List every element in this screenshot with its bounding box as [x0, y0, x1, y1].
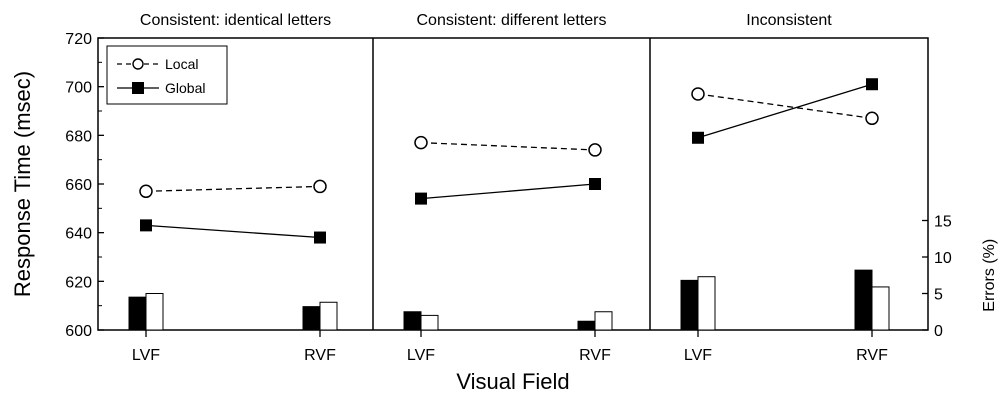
y-tick-label: 620 — [65, 274, 92, 291]
error-bar-global — [577, 320, 596, 331]
local-point — [865, 111, 879, 126]
x-axis-title: Visual Field — [456, 369, 569, 394]
legend-global-label: Global — [165, 80, 205, 96]
global-point — [140, 219, 152, 232]
global-series-line — [697, 83, 873, 139]
panel-title: Consistent: identical letters — [140, 12, 331, 29]
panel-title: Inconsistent — [746, 12, 832, 29]
local-point — [139, 184, 153, 199]
global-series-line — [145, 224, 321, 239]
error-bar-local — [145, 293, 164, 331]
x-tick-label: RVF — [856, 347, 888, 364]
error-bar-local — [697, 276, 716, 331]
y-tick-label: 600 — [65, 323, 92, 340]
x-tick-label: LVF — [407, 347, 435, 364]
y-tick-label: 680 — [65, 128, 92, 145]
y-tick-label: 720 — [65, 31, 92, 48]
local-point — [313, 179, 327, 194]
legend-box — [106, 45, 228, 105]
global-point — [589, 178, 601, 190]
y2-axis-title: Errors (%) — [981, 239, 998, 312]
legend-local-label: Local — [165, 56, 198, 72]
y2-tick-label: 15 — [934, 214, 952, 231]
global-point — [692, 131, 704, 144]
y2-tick-label: 0 — [934, 323, 943, 340]
error-bar-global — [403, 311, 422, 331]
error-bar-global — [302, 306, 321, 331]
x-tick-label: RVF — [304, 347, 336, 364]
error-bar-local — [871, 286, 890, 331]
global-point — [415, 192, 427, 205]
legend-global-marker — [132, 82, 144, 94]
local-point — [691, 87, 705, 101]
x-tick-label: LVF — [684, 347, 712, 364]
y-axis-title: Response Time (msec) — [10, 71, 35, 297]
x-tick-label: RVF — [579, 347, 611, 364]
y-tick-label: 700 — [65, 80, 92, 97]
legend-local-marker — [132, 58, 144, 70]
y-tick-label: 640 — [65, 226, 92, 243]
error-bar-global — [128, 296, 147, 331]
error-bar-local — [594, 311, 613, 331]
panel-title: Consistent: different letters — [416, 12, 606, 29]
global-point — [314, 231, 326, 244]
error-bar-local — [319, 301, 338, 331]
local-series-line — [145, 185, 321, 192]
x-tick-label: LVF — [132, 347, 160, 364]
global-point — [866, 78, 878, 91]
y2-tick-label: 10 — [934, 250, 952, 267]
error-bar-local — [420, 314, 439, 331]
local-point — [414, 135, 428, 150]
y-tick-label: 660 — [65, 177, 92, 194]
y2-tick-label: 5 — [934, 287, 943, 304]
local-point — [588, 143, 602, 157]
local-series-line — [420, 141, 596, 151]
local-series-line — [697, 93, 873, 119]
error-bar-global — [854, 269, 873, 331]
global-series-line — [420, 183, 596, 200]
error-bar-global — [680, 279, 699, 331]
